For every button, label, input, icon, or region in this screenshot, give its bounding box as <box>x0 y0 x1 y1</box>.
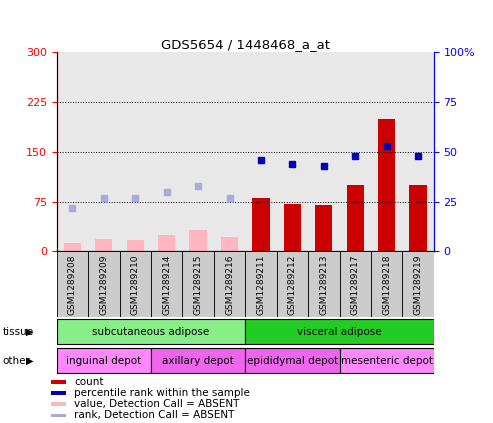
Bar <box>151 251 182 317</box>
Bar <box>95 239 112 251</box>
Bar <box>189 230 207 251</box>
Bar <box>402 52 434 251</box>
Text: ▶: ▶ <box>26 327 34 337</box>
Text: ▶: ▶ <box>26 356 34 365</box>
Bar <box>308 251 340 317</box>
Bar <box>51 380 66 384</box>
Text: GSM1289210: GSM1289210 <box>131 255 140 315</box>
Bar <box>51 391 66 395</box>
Text: mesenteric depot: mesenteric depot <box>341 356 433 365</box>
Text: GSM1289209: GSM1289209 <box>99 255 108 315</box>
Bar <box>340 52 371 251</box>
Bar <box>340 251 371 317</box>
Bar <box>57 348 151 373</box>
Text: GSM1289208: GSM1289208 <box>68 255 77 315</box>
Text: GSM1289213: GSM1289213 <box>319 255 328 315</box>
Title: GDS5654 / 1448468_a_at: GDS5654 / 1448468_a_at <box>161 38 330 51</box>
Bar <box>371 251 402 317</box>
Bar <box>245 251 277 317</box>
Bar <box>64 243 81 251</box>
Text: GSM1289215: GSM1289215 <box>194 255 203 315</box>
Bar <box>284 203 301 251</box>
Text: count: count <box>74 377 104 387</box>
Text: visceral adipose: visceral adipose <box>297 327 382 337</box>
Bar <box>57 251 88 317</box>
Bar <box>340 348 434 373</box>
Bar <box>182 251 214 317</box>
Bar <box>127 240 144 251</box>
Bar <box>151 348 245 373</box>
Text: GSM1289218: GSM1289218 <box>382 255 391 315</box>
Bar <box>277 52 308 251</box>
Text: epididymal depot: epididymal depot <box>247 356 338 365</box>
Bar <box>371 52 402 251</box>
Bar <box>252 198 270 251</box>
Bar <box>119 251 151 317</box>
Text: GSM1289212: GSM1289212 <box>288 255 297 315</box>
Bar <box>57 319 245 344</box>
Bar <box>214 251 246 317</box>
Bar <box>245 52 277 251</box>
Bar <box>88 251 119 317</box>
Bar <box>119 52 151 251</box>
Bar <box>402 251 434 317</box>
Text: tissue: tissue <box>2 327 34 337</box>
Bar <box>158 235 176 251</box>
Bar <box>221 237 238 251</box>
Text: GSM1289219: GSM1289219 <box>414 255 423 315</box>
Text: GSM1289214: GSM1289214 <box>162 255 171 315</box>
Bar <box>245 348 340 373</box>
Text: axillary depot: axillary depot <box>162 356 234 365</box>
Bar <box>378 119 395 251</box>
Text: other: other <box>2 356 31 365</box>
Bar <box>277 251 308 317</box>
Bar <box>57 52 88 251</box>
Bar <box>151 52 182 251</box>
Text: GSM1289217: GSM1289217 <box>351 255 360 315</box>
Bar <box>214 52 246 251</box>
Bar <box>410 185 427 251</box>
Text: value, Detection Call = ABSENT: value, Detection Call = ABSENT <box>74 399 239 409</box>
Bar <box>88 52 119 251</box>
Bar <box>51 414 66 417</box>
Bar <box>182 52 214 251</box>
Bar <box>308 52 340 251</box>
Text: GSM1289216: GSM1289216 <box>225 255 234 315</box>
Bar <box>245 319 434 344</box>
Bar <box>315 205 332 251</box>
Bar <box>51 402 66 406</box>
Text: GSM1289211: GSM1289211 <box>256 255 266 315</box>
Text: percentile rank within the sample: percentile rank within the sample <box>74 388 250 398</box>
Bar <box>347 185 364 251</box>
Text: subcutaneous adipose: subcutaneous adipose <box>92 327 210 337</box>
Text: inguinal depot: inguinal depot <box>66 356 141 365</box>
Text: rank, Detection Call = ABSENT: rank, Detection Call = ABSENT <box>74 410 234 420</box>
